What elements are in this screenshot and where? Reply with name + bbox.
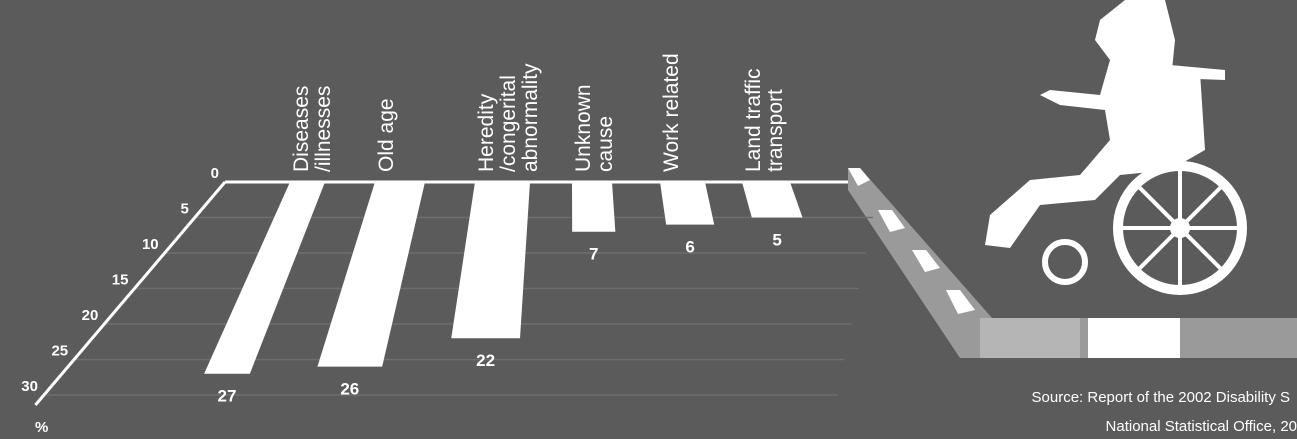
value-label: 6 — [685, 238, 694, 257]
bar — [572, 182, 616, 232]
x-tick-label: abnormality — [519, 63, 542, 172]
y-tick-label: 25 — [51, 343, 68, 360]
bar — [742, 182, 803, 218]
value-label: 27 — [218, 387, 237, 406]
y-tick-label: 15 — [112, 272, 129, 289]
steps-decoration — [848, 168, 1297, 358]
x-tick-label: /congerital — [497, 75, 520, 172]
x-tick-label: transport — [764, 89, 787, 172]
x-tick-label: Old age — [375, 98, 398, 172]
value-label: 26 — [340, 380, 359, 399]
bar — [660, 182, 715, 225]
x-tick-label: Diseases — [290, 86, 313, 172]
x-tick-label: Heredity — [475, 93, 498, 172]
x-tick-label: Land traffic — [742, 68, 765, 172]
wheelchair-figure — [985, 0, 1247, 295]
value-label: 7 — [589, 245, 598, 264]
x-tick-label: /illnesses — [312, 86, 335, 172]
axis-line — [34, 181, 227, 406]
bar — [204, 182, 325, 374]
x-tick-label: Unknown — [572, 84, 595, 172]
y-tick-label: 5 — [180, 201, 188, 218]
source-line: National Statistical Office, 20 — [1106, 418, 1297, 435]
y-tick-label: 10 — [142, 236, 159, 253]
value-label: 5 — [772, 231, 781, 250]
y-tick-label: 0 — [211, 165, 219, 182]
value-label: 22 — [476, 351, 495, 370]
source-line: Source: Report of the 2002 Disability S — [1032, 389, 1290, 406]
y-unit: % — [35, 419, 48, 436]
x-tick-label: cause — [594, 116, 617, 172]
bar — [317, 182, 425, 367]
y-tick-label: 30 — [21, 378, 38, 395]
y-tick-label: 20 — [82, 307, 99, 324]
x-tick-label: Work related — [660, 53, 683, 172]
bar — [451, 182, 530, 339]
